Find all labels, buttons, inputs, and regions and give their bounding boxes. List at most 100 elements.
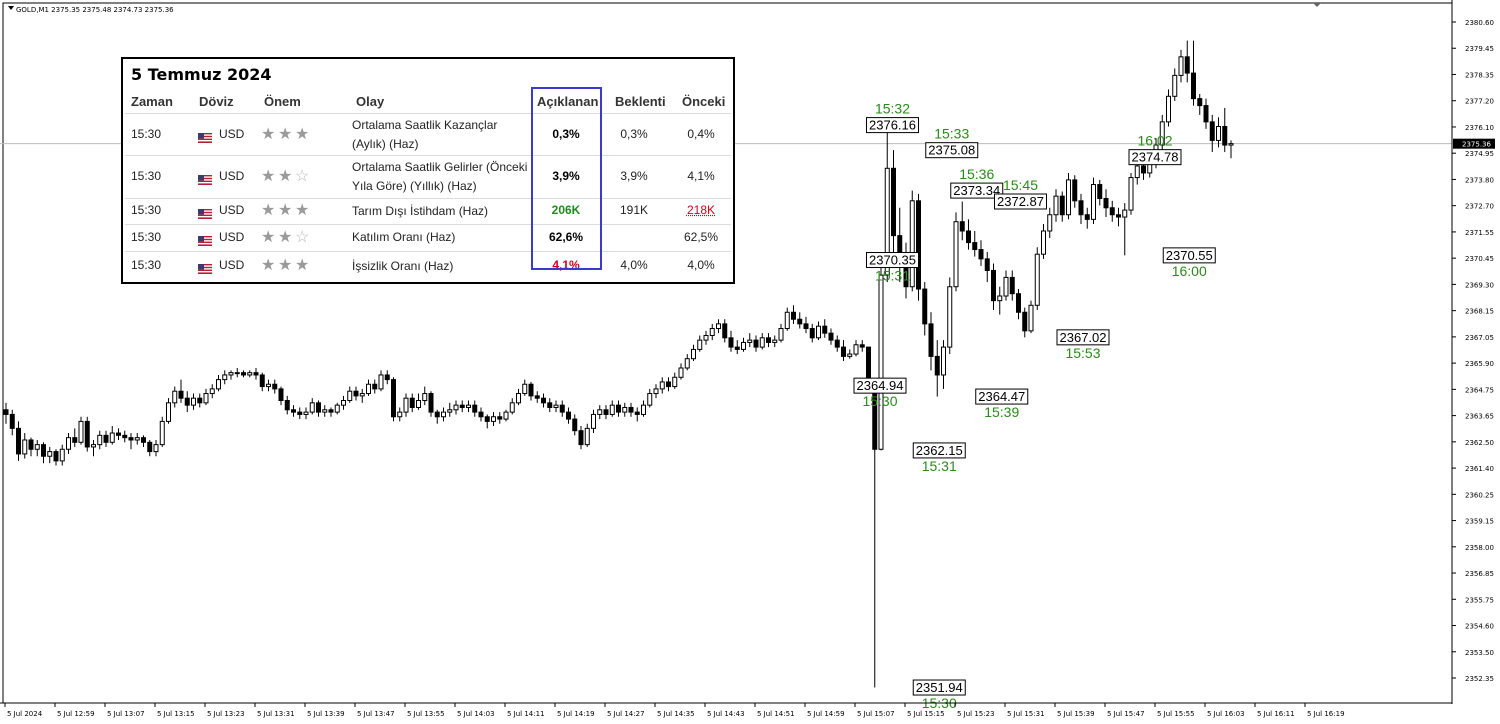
calendar-row: 15:30 USD ★ ★ ★ Ortalama Saatlik Kazançlar (A…: [123, 114, 733, 155]
candle: [228, 370, 234, 380]
candle: [622, 402, 628, 417]
star-filled-icon: ★: [295, 202, 310, 219]
candle: [503, 409, 509, 422]
candle: [1016, 289, 1021, 320]
candle: [778, 323, 784, 343]
candle: [403, 393, 409, 417]
annotation-price-box: [912, 442, 966, 459]
candle: [584, 423, 590, 447]
annotation-price-box: [1162, 247, 1216, 264]
row-forecast: 3,9%: [620, 168, 648, 183]
divider: [125, 224, 731, 225]
candle: [972, 230, 978, 257]
candle: [872, 384, 878, 688]
candle: [28, 437, 34, 457]
candle: [109, 426, 115, 445]
time-tick: 5 Jul 16:19: [1307, 710, 1345, 718]
candle: [303, 407, 309, 420]
candle: [828, 328, 834, 345]
candle: [422, 386, 428, 406]
candle: [922, 282, 928, 336]
candle: [1172, 68, 1178, 101]
price-tick: 2361.40: [1465, 465, 1494, 473]
time-tick: 5 Jul 13:39: [307, 710, 345, 718]
calendar-row: 15:30 USD ★ ★ ☆ Katılım Oranı (Haz) 62,6% 62,5%: [123, 224, 733, 251]
time-tick: 5 Jul 16:03: [1207, 710, 1245, 718]
candle: [259, 372, 265, 392]
row-time: 15:30: [131, 258, 162, 272]
candle: [1028, 300, 1034, 334]
row-event: Ortalama Saatlik Kazançlar (Aylık) (Haz): [352, 117, 498, 151]
candle: [909, 190, 915, 292]
row-previous: 0,4%: [687, 126, 715, 141]
star-empty-icon: ☆: [295, 167, 310, 185]
candle: [284, 395, 290, 415]
time-tick: 5 Jul 14:03: [457, 710, 495, 718]
candle: [1072, 175, 1078, 208]
candle: [853, 340, 859, 357]
calendar-title: 5 Temmuz 2024: [131, 65, 272, 84]
time-tick: 5 Jul 15:39: [1057, 710, 1095, 718]
candle: [772, 335, 778, 348]
price-tick: 2376.10: [1465, 124, 1494, 132]
time-tick: 5 Jul 13:07: [107, 710, 145, 718]
candle: [741, 337, 746, 352]
price-tick: 2373.80: [1465, 176, 1494, 184]
candle: [166, 398, 171, 424]
time-axis: 5 Jul 2024 5 Jul 12:59 5 Jul 13:07 5 Jul 13…: [0, 702, 1452, 718]
candle: [116, 428, 121, 440]
candle: [703, 330, 709, 345]
time-tick: 5 Jul 14:19: [557, 710, 595, 718]
candle: [409, 393, 415, 413]
chart-shift-triangle-icon[interactable]: [1313, 3, 1321, 7]
candle: [541, 393, 546, 408]
candle: [1191, 40, 1196, 106]
chart-menu-triangle-icon[interactable]: [8, 6, 14, 10]
candle: [528, 381, 534, 401]
candle: [103, 430, 109, 447]
annotation-price: 2362.15: [916, 443, 963, 458]
candle: [453, 400, 459, 415]
annotation-time: 15:31: [875, 268, 910, 284]
candle: [241, 370, 246, 378]
star-filled-icon: ★: [278, 125, 293, 143]
candle: [441, 407, 446, 422]
star-filled-icon: ★: [278, 202, 293, 219]
candle: [878, 260, 884, 451]
candle: [1097, 179, 1103, 206]
row-currency: USD: [219, 126, 245, 141]
annotation-price: 2375.08: [928, 143, 975, 158]
star-filled-icon: ★: [261, 167, 276, 185]
candle: [578, 426, 584, 450]
time-tick: 5 Jul 15:31: [1007, 710, 1045, 718]
candle: [684, 354, 690, 371]
candle: [1228, 140, 1234, 159]
annotation-price: 2374.78: [1132, 150, 1179, 165]
candle: [347, 386, 353, 403]
candle: [566, 407, 571, 424]
price-tick: 2355.75: [1465, 596, 1494, 604]
annotation-time: 15:53: [1065, 345, 1100, 361]
candle: [134, 433, 140, 445]
time-tick: 5 Jul 15:55: [1157, 710, 1195, 718]
candle: [1059, 191, 1065, 222]
candle: [641, 400, 646, 417]
candle: [597, 405, 603, 420]
candle: [72, 428, 78, 447]
candle: [41, 442, 46, 464]
candle: [1103, 189, 1109, 218]
candle: [91, 439, 96, 457]
candle: [334, 402, 340, 415]
candle: [1216, 117, 1221, 148]
candle: [1222, 107, 1228, 153]
candle: [378, 370, 384, 392]
economic-calendar: 5 Temmuz 2024 Zaman Döviz Önem Olay Açık…: [121, 57, 735, 284]
row-previous: 62,5%: [683, 229, 719, 244]
time-tick: 5 Jul 15:47: [1107, 710, 1145, 718]
star-empty-icon: ☆: [295, 228, 310, 246]
current-price-tag: [1453, 138, 1495, 149]
